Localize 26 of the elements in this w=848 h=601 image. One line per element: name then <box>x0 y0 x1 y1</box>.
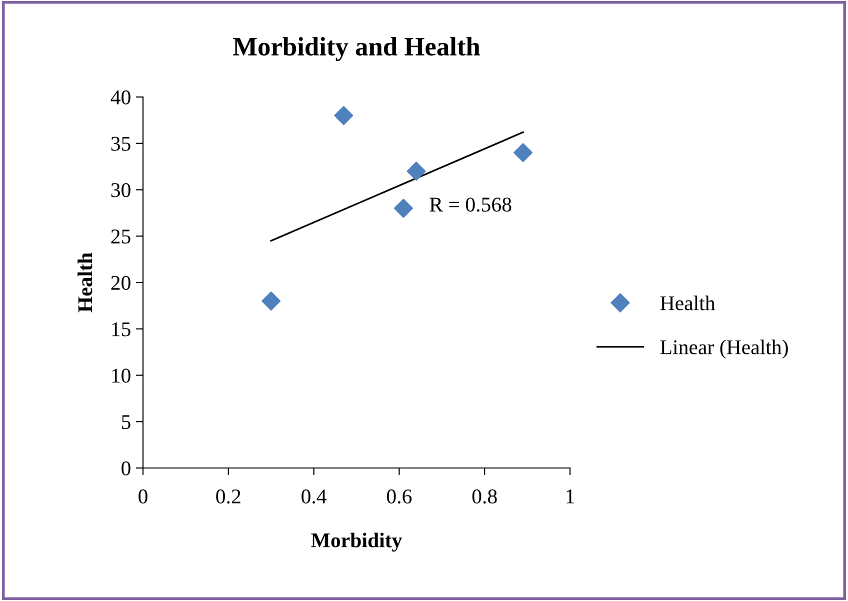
y-tick-label: 10 <box>112 368 130 383</box>
y-axis-title: Health <box>78 252 92 312</box>
y-tick-label: 15 <box>112 322 130 336</box>
legend-label: Linear (Health) <box>660 340 788 359</box>
y-tick-label: 25 <box>111 230 130 244</box>
point <box>394 198 413 218</box>
y-tick-label: 35 <box>111 136 130 151</box>
y-tick-label: 0 <box>122 461 130 476</box>
x-axis-title: Morbidity <box>311 532 402 552</box>
x-tick-label: 0.6 <box>386 489 412 504</box>
x-tick-label: 0.8 <box>472 489 497 504</box>
x-tick-label: 0.4 <box>302 489 326 504</box>
legend-label: Health <box>660 296 716 310</box>
point <box>262 292 281 311</box>
point <box>406 162 426 181</box>
y-tick-label: 40 <box>110 90 130 104</box>
point <box>334 106 354 126</box>
y-tick-label: 30 <box>111 183 130 198</box>
chart-title: Morbidity and Health <box>233 37 480 62</box>
y-tick-label: 20 <box>111 276 130 290</box>
annotation: R = 0.568 <box>430 198 512 212</box>
point <box>514 143 533 162</box>
x-tick-label: 1 <box>566 490 574 504</box>
y-tick-label: 5 <box>122 415 130 430</box>
x-tick-label: 0.2 <box>216 489 240 504</box>
x-tick-label: 0 <box>138 489 148 504</box>
